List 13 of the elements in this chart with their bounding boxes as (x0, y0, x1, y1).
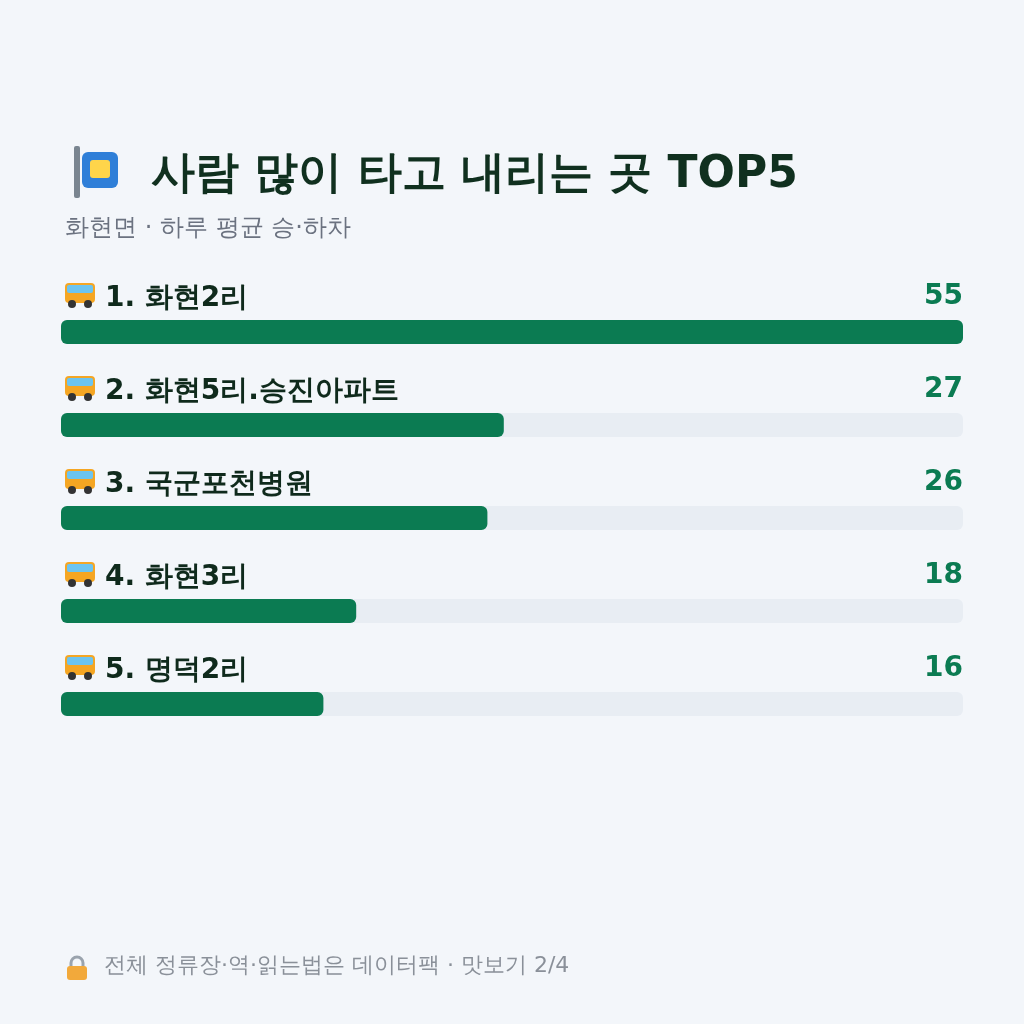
y-tick-label: 5. 명덕2리 (105, 651, 249, 685)
chart-subtitle: 화현면 · 하루 평균 승·하차 (65, 213, 351, 241)
data-label: 55 (924, 277, 963, 311)
data-label: 27 (924, 370, 963, 404)
y-tick-label: 4. 화현3리 (105, 558, 249, 592)
data-label: 18 (924, 556, 963, 590)
text: 전체 정류장·역·읽는법은 데이터팩 · 맛보기 2/4 (104, 951, 570, 977)
y-tick-label: 3. 국군포천병원 (105, 465, 313, 499)
data-label: 16 (924, 649, 963, 683)
y-tick-label: 1. 화현2리 (105, 279, 249, 313)
chart-title: 사람 많이 타고 내리는 곳 TOP5 (151, 145, 798, 197)
data-label: 26 (924, 463, 963, 497)
y-tick-label: 2. 화현5리.승진아파트 (105, 372, 399, 406)
